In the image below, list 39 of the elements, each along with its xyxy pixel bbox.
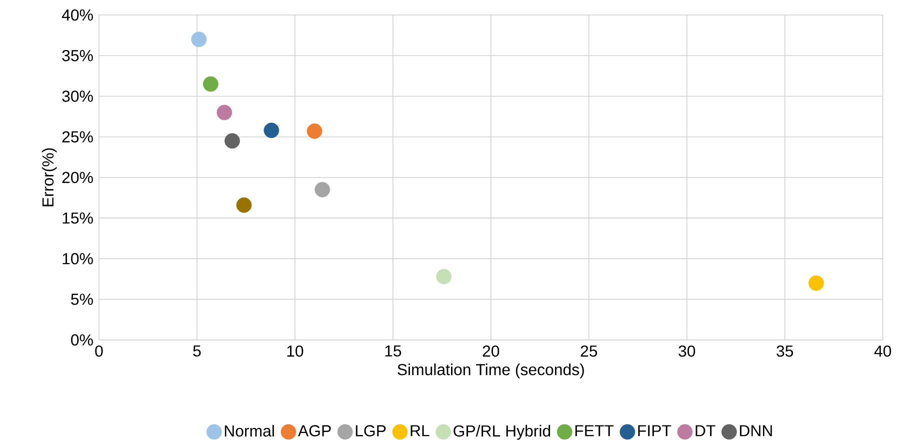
y-tick-label: 0% [71,334,93,346]
y-tick-label: 15% [62,212,93,224]
point [224,133,240,149]
legend-label: FIPT [638,425,672,436]
point [264,122,280,138]
legend-label: GP/RL Hybrid [454,424,550,440]
x-tick-label: 35 [776,345,794,357]
x-tick-label: 5 [193,345,201,357]
point [216,104,232,120]
point [436,268,452,284]
legend-label: DNN [740,425,772,436]
y-tick-label: 40% [62,9,93,21]
x-tick-label: 0 [95,345,103,357]
point [306,124,322,139]
y-tick-label: 20% [62,172,93,184]
x-tick-label: 40 [874,345,892,357]
legend-label: LGP [356,425,386,436]
point [808,275,824,291]
legend-label: AGP [298,425,331,436]
point [314,182,330,198]
x-tick-label: 25 [580,345,598,357]
legend-label: DT [696,425,716,436]
legend-label: RL [410,425,430,436]
point [236,197,252,213]
point [191,32,207,48]
legend-label: Normal [224,424,274,437]
y-tick-label: 30% [62,90,93,102]
y-axis-title: Error(%) [42,148,57,206]
x-tick-label: 20 [482,345,500,357]
x-tick-label: 10 [287,345,304,357]
point [202,76,218,92]
y-tick-label: 25% [62,131,93,143]
y-tick-label: 35% [62,50,93,62]
x-tick-label: 30 [678,345,696,357]
y-tick-label: 10% [62,253,93,264]
legend-label: FETT [575,425,614,436]
x-tick-label: 15 [385,345,402,357]
y-tick-label: 5% [71,294,93,305]
x-axis-title: Simulation Time (seconds) [398,364,584,378]
